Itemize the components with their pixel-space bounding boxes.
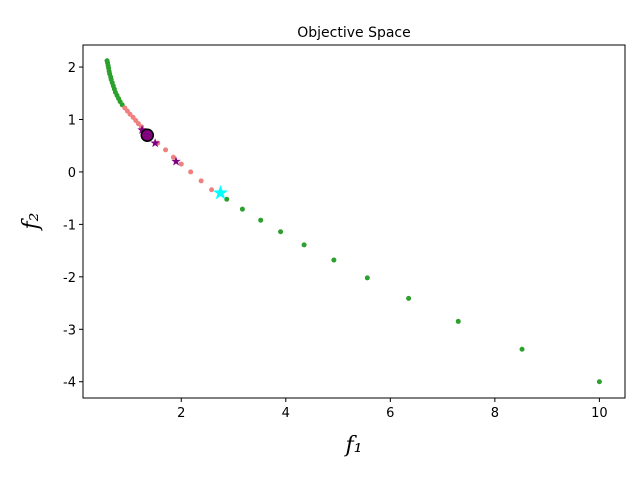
y-tick-label: 0 xyxy=(68,166,76,181)
point xyxy=(224,196,230,202)
y-tick-label: -3 xyxy=(63,323,76,338)
point xyxy=(140,128,155,142)
point xyxy=(278,229,284,235)
y-tick-label: 2 xyxy=(68,61,76,76)
plot-frame xyxy=(82,44,626,399)
point xyxy=(596,379,602,385)
point xyxy=(364,275,370,281)
point xyxy=(519,346,525,352)
y-axis-label: f₂ xyxy=(19,213,44,232)
y-tick-label: -4 xyxy=(63,376,76,391)
point xyxy=(198,178,204,184)
x-tick-label: 4 xyxy=(282,406,290,421)
y-tick-label: -2 xyxy=(63,271,76,286)
point xyxy=(331,257,337,263)
point xyxy=(127,111,133,117)
point xyxy=(178,161,184,167)
star-point xyxy=(150,138,160,148)
x-tick-label: 8 xyxy=(491,406,499,421)
point xyxy=(258,217,264,223)
point xyxy=(209,187,215,193)
x-axis-label: f₁ xyxy=(344,433,363,458)
point xyxy=(239,206,245,212)
star-point xyxy=(212,184,229,200)
chart-title: Objective Space xyxy=(297,25,411,41)
x-tick-label: 10 xyxy=(591,406,608,421)
star-point xyxy=(171,156,181,166)
x-tick-label: 2 xyxy=(177,406,185,421)
point xyxy=(455,318,461,324)
star-point xyxy=(137,124,147,135)
point xyxy=(188,169,194,175)
y-tick-label: -1 xyxy=(63,218,76,233)
point xyxy=(135,121,141,127)
point xyxy=(406,295,412,301)
point xyxy=(170,154,176,160)
x-tick-label: 6 xyxy=(386,406,394,421)
y-tick-label: 1 xyxy=(68,113,76,128)
point xyxy=(301,242,307,248)
point xyxy=(163,147,169,153)
